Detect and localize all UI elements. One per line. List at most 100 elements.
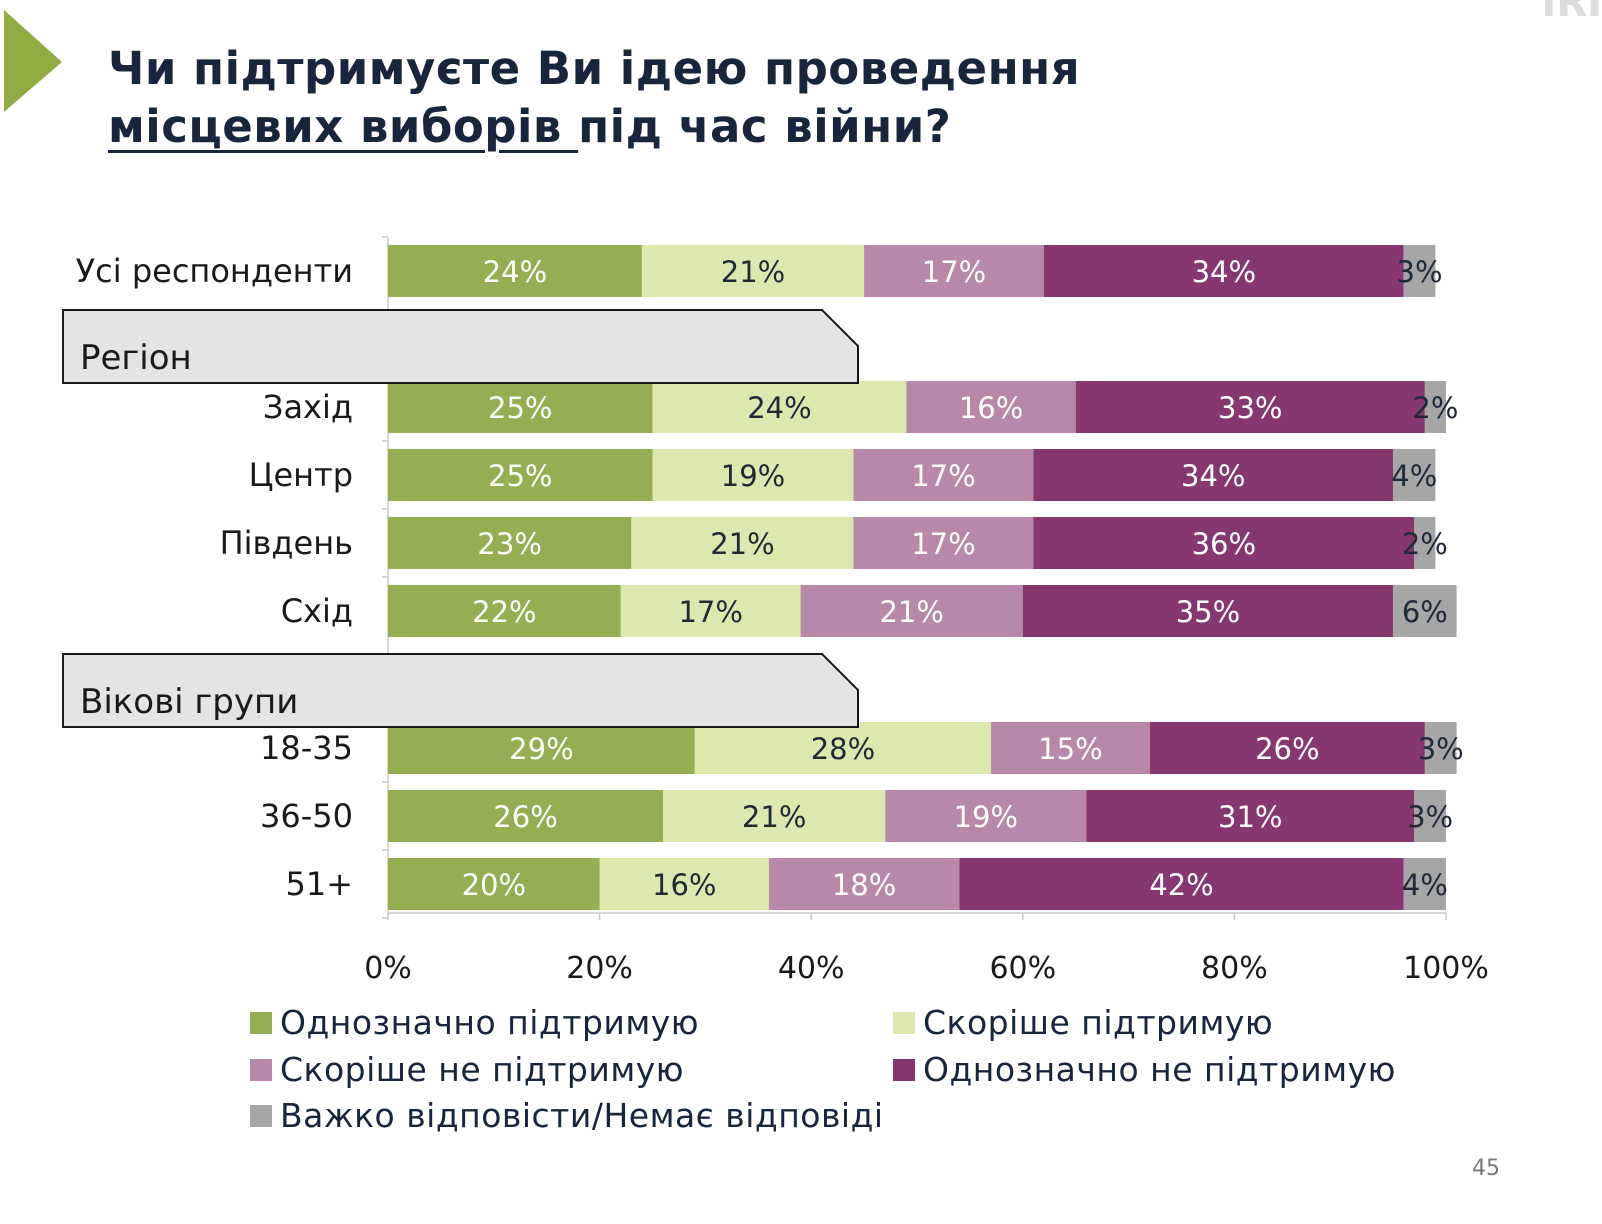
bar-segment (1393, 449, 1436, 501)
data-label: 3% (1407, 800, 1453, 834)
data-label: 25% (488, 391, 552, 425)
bar-segment (652, 381, 907, 433)
legend-label: Однозначно підтримую (280, 1003, 699, 1042)
bar-segment (1414, 790, 1446, 842)
bar-segment (620, 585, 801, 637)
bar-segment (768, 858, 960, 910)
data-label: 4% (1391, 459, 1437, 493)
bar-segment (1149, 722, 1425, 774)
bar-segment (1033, 517, 1415, 569)
data-label: 26% (1255, 732, 1319, 766)
bar-segment (853, 449, 1034, 501)
bar-segment (388, 449, 653, 501)
data-label: 2% (1402, 527, 1448, 561)
bar-segment (991, 722, 1150, 774)
bar-segment (1424, 381, 1446, 433)
legend-swatch (250, 1105, 272, 1127)
data-label: 33% (1218, 391, 1282, 425)
data-label: 17% (678, 595, 742, 629)
category-label: 51+ (285, 865, 353, 903)
page-number: 45 (1472, 1156, 1500, 1181)
category-label: Схід (281, 592, 353, 630)
data-label: 3% (1418, 732, 1464, 766)
data-label: 24% (483, 255, 547, 289)
data-label: 23% (477, 527, 541, 561)
data-label: 16% (959, 391, 1023, 425)
data-label: 19% (954, 800, 1018, 834)
x-tick-label: 40% (778, 951, 845, 986)
legend-label: Однозначно не підтримую (923, 1050, 1396, 1089)
group-header-label: Регіон (80, 338, 192, 378)
data-label: 17% (911, 459, 975, 493)
bar-segment (641, 245, 865, 297)
bar-segment (1403, 245, 1436, 297)
bar-segment (1033, 449, 1394, 501)
x-tick-label: 80% (1201, 951, 1268, 986)
data-label: 17% (911, 527, 975, 561)
title-line-2-rest: під час війни? (578, 100, 952, 153)
bar-segment (388, 722, 695, 774)
bar-segment (1075, 381, 1425, 433)
legend-swatch (250, 1012, 272, 1034)
category-label: Усі респонденти (76, 252, 353, 290)
bar-segment (1043, 245, 1404, 297)
bar-segment (1022, 585, 1394, 637)
bar-segment (388, 585, 621, 637)
data-label: 24% (747, 391, 811, 425)
bar-segment (885, 790, 1087, 842)
data-label: 6% (1402, 595, 1448, 629)
x-tick-label: 100% (1403, 951, 1489, 986)
data-label: 15% (1038, 732, 1102, 766)
bar-segment (906, 381, 1076, 433)
data-label: 16% (652, 868, 716, 902)
group-header-box (62, 653, 859, 728)
data-label: 21% (879, 595, 943, 629)
legend-swatch (250, 1059, 272, 1081)
data-label: 22% (472, 595, 536, 629)
data-label: 34% (1181, 459, 1245, 493)
bar-segment (864, 245, 1044, 297)
bar-segment (388, 517, 632, 569)
bar-segment (800, 585, 1023, 637)
legend-label: Важко відповісти/Немає відповіді (280, 1096, 884, 1135)
data-label: 28% (811, 732, 875, 766)
x-tick-label: 20% (566, 951, 633, 986)
title-underlined-text: місцевих виборів (108, 100, 579, 153)
data-label: 20% (462, 868, 526, 902)
page-title: Чи підтримуєте Ви ідею проведення місцев… (108, 40, 1080, 156)
data-label: 26% (493, 800, 557, 834)
bar-segment (959, 858, 1404, 910)
data-label: 2% (1412, 391, 1458, 425)
bar-segment (1424, 722, 1457, 774)
bar-segment (631, 517, 854, 569)
data-label: 34% (1192, 255, 1256, 289)
category-label: Південь (220, 524, 353, 562)
legend-label: Скоріше не підтримую (280, 1050, 684, 1089)
bar-segment (1414, 517, 1436, 569)
data-label: 4% (1402, 868, 1448, 902)
slide-arrow-icon (4, 10, 62, 112)
legend-label: Скоріше підтримую (923, 1003, 1273, 1042)
data-label: 42% (1149, 868, 1213, 902)
category-label: 36-50 (260, 797, 353, 835)
legend-swatch (893, 1012, 915, 1034)
bar-segment (1403, 858, 1446, 910)
category-label: Центр (249, 456, 353, 494)
bar-segment (1393, 585, 1457, 637)
bar-segment (1086, 790, 1415, 842)
title-line-1: Чи підтримуєте Ви ідею проведення (108, 42, 1081, 95)
x-tick-label: 60% (989, 951, 1056, 986)
data-label: 31% (1218, 800, 1282, 834)
category-label: Захід (263, 388, 353, 426)
data-label: 17% (922, 255, 986, 289)
corner-logo: IRI (1541, 0, 1602, 26)
group-header-label: Вікові групи (80, 682, 298, 722)
category-label: 18-35 (260, 729, 353, 767)
data-label: 21% (742, 800, 806, 834)
bar-segment (388, 245, 642, 297)
bar-segment (388, 858, 600, 910)
bar-segment (388, 790, 664, 842)
bar-segment (694, 722, 992, 774)
data-label: 25% (488, 459, 552, 493)
